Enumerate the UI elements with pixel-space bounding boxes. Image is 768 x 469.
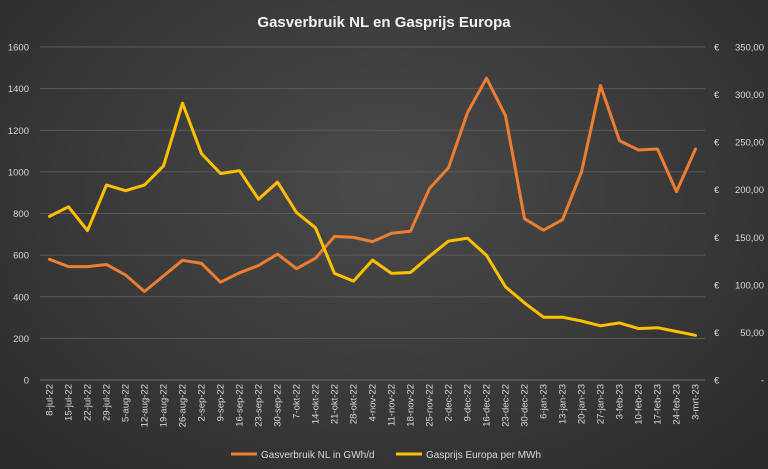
right-tick-currency: €: [714, 90, 720, 101]
right-tick-currency: €: [714, 280, 720, 291]
x-tick-label: 8-jul-22: [45, 384, 56, 416]
x-tick-label: 9-sep-22: [216, 384, 227, 422]
x-tick-label: 6-jan-23: [539, 384, 550, 419]
right-tick-value: 250,00: [735, 138, 764, 149]
x-tick-label: 19-aug-22: [159, 384, 170, 427]
x-tick-label: 30-dec-22: [520, 384, 531, 427]
x-tick-label: 27-jan-23: [596, 384, 607, 424]
x-tick-label: 12-aug-22: [140, 384, 151, 427]
x-tick-label: 30-sep-22: [273, 384, 284, 427]
right-tick-currency: €: [714, 138, 720, 149]
x-tick-label: 2-dec-22: [444, 384, 455, 422]
right-tick-currency: €: [714, 185, 720, 196]
x-tick-label: 16-dec-22: [482, 384, 493, 427]
legend-label-gasverbruik: Gasverbruik NL in GWh/d: [261, 450, 375, 461]
x-tick-label: 29-jul-22: [102, 384, 113, 421]
x-tick-label: 14-okt-22: [311, 384, 322, 424]
right-y-axis: € -€ 50,00€ 100,00€ 150,00€ 200,00€ 250,00€ 300…: [714, 43, 764, 387]
x-tick-label: 23-dec-22: [501, 384, 512, 427]
x-tick-label: 16-sep-22: [235, 384, 246, 427]
right-tick-value: 50,00: [740, 328, 764, 339]
right-tick-currency: €: [714, 233, 720, 244]
right-tick-currency: €: [714, 43, 720, 54]
right-tick-value: 300,00: [735, 90, 764, 101]
x-tick-label: 24-feb-23: [672, 384, 683, 425]
right-tick-label: €150,00: [714, 233, 764, 244]
x-tick-label: 17-feb-23: [653, 384, 664, 425]
left-tick-label: 1200: [8, 126, 29, 137]
x-tick-label: 11-nov-22: [387, 384, 398, 426]
left-tick-label: 0: [24, 376, 29, 387]
x-tick-label: 7-okt-22: [292, 384, 303, 419]
series-line-gasprijs: [48, 101, 697, 337]
series-lines: [48, 76, 697, 337]
x-tick-label: 28-okt-22: [349, 384, 360, 424]
right-tick-label: €200,00: [714, 185, 764, 196]
x-tick-label: 13-jan-23: [558, 384, 569, 424]
x-axis: 8-jul-22 15-jul-22 22-jul-22 29-jul-22 5-aug…: [45, 384, 702, 427]
left-tick-label: 1600: [8, 43, 29, 54]
gridlines: [40, 46, 705, 381]
right-tick-label: €300,00: [714, 90, 764, 101]
legend-label-gasprijs: Gasprijs Europa per MWh: [426, 450, 541, 461]
x-tick-label: 20-jan-23: [577, 384, 588, 424]
x-tick-label: 21-okt-22: [330, 384, 341, 424]
x-tick-label: 18-nov-22: [406, 384, 417, 427]
x-tick-label: 22-jul-22: [83, 384, 94, 421]
left-tick-label: 1000: [8, 167, 29, 178]
x-tick-label: 3-mrt-23: [691, 384, 702, 420]
x-tick-label: 10-feb-23: [634, 384, 645, 425]
right-tick-value: -: [761, 376, 764, 387]
x-tick-label: 9-dec-22: [463, 384, 474, 422]
x-tick-label: 4-nov-22: [368, 384, 379, 422]
right-tick-label: €50,00: [714, 328, 764, 339]
right-tick-value: 100,00: [735, 280, 764, 291]
right-tick-currency: €: [714, 328, 720, 339]
left-tick-label: 800: [13, 209, 29, 220]
right-tick-label: €100,00: [714, 280, 764, 291]
left-tick-label: 200: [13, 334, 29, 345]
left-tick-label: 600: [13, 251, 29, 262]
legend: Gasverbruik NL in GWh/d Gasprijs Europa …: [231, 450, 541, 461]
right-tick-label: €350,00: [714, 43, 764, 54]
right-tick-label: €250,00: [714, 138, 764, 149]
x-tick-label: 26-aug-22: [178, 384, 189, 427]
left-y-axis: 0 200 400 600 800 1000 1200 1400 1600: [8, 43, 29, 387]
right-tick-currency: €: [714, 376, 720, 387]
left-tick-label: 1400: [8, 84, 29, 95]
right-tick-value: 350,00: [735, 43, 764, 54]
right-tick-value: 200,00: [735, 185, 764, 196]
x-tick-label: 25-nov-22: [425, 384, 436, 427]
x-tick-label: 15-jul-22: [64, 384, 75, 421]
right-tick-value: 150,00: [735, 233, 764, 244]
x-tick-label: 23-sep-22: [254, 384, 265, 427]
chart-title: Gasverbruik NL en Gasprijs Europa: [257, 14, 511, 31]
left-tick-label: 400: [13, 292, 29, 303]
x-tick-label: 2-sep-22: [197, 384, 208, 422]
right-tick-label: € -: [714, 376, 764, 387]
x-tick-label: 3-feb-23: [615, 384, 626, 419]
x-tick-label: 5-aug-22: [121, 384, 132, 422]
